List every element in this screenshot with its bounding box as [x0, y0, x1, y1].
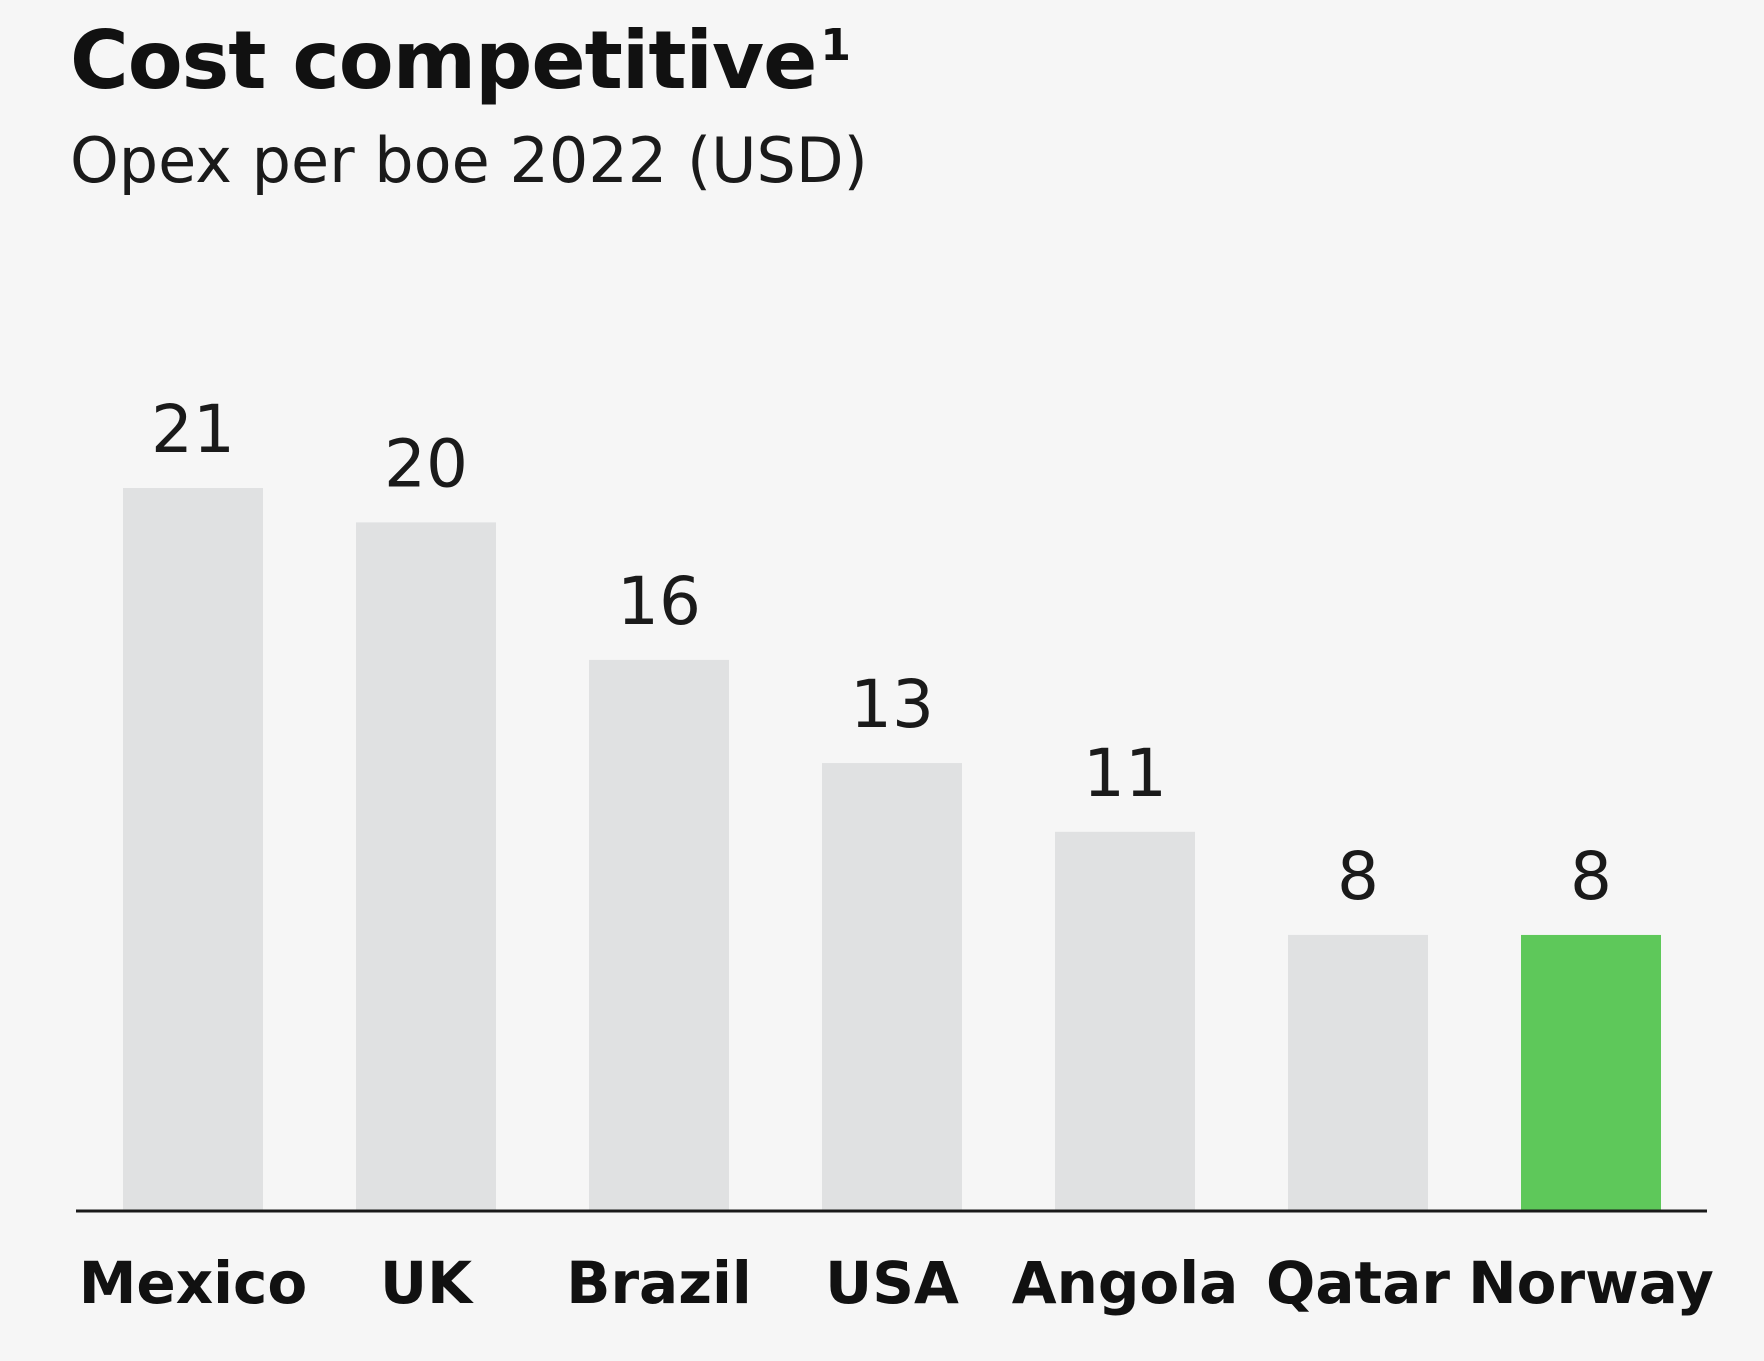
bar-mexico: [123, 488, 263, 1210]
bar-angola: [1055, 831, 1195, 1210]
value-label-norway: 8: [1570, 838, 1612, 915]
footnote-marker: 1: [820, 20, 851, 71]
bar-brazil: [589, 659, 729, 1210]
value-label-brazil: 16: [617, 563, 701, 640]
category-label-usa: USA: [825, 1249, 959, 1317]
category-label-uk: UK: [380, 1249, 474, 1317]
value-label-angola: 11: [1083, 735, 1167, 812]
bars-group: [123, 488, 1661, 1210]
bar-usa: [822, 763, 962, 1210]
value-label-mexico: 21: [151, 391, 235, 468]
value-label-qatar: 8: [1337, 838, 1379, 915]
chart-title: Cost competitive1: [70, 14, 851, 107]
category-label-angola: Angola: [1012, 1249, 1239, 1317]
value-labels-group: 21 20 16 13 11 8 8: [151, 391, 1612, 915]
bar-qatar: [1288, 934, 1428, 1210]
category-label-qatar: Qatar: [1266, 1249, 1450, 1317]
value-label-uk: 20: [384, 425, 468, 502]
chart-title-text: Cost competitive: [70, 14, 817, 107]
bar-norway: [1521, 934, 1661, 1210]
category-label-brazil: Brazil: [566, 1249, 751, 1317]
category-label-mexico: Mexico: [79, 1249, 308, 1317]
category-label-norway: Norway: [1468, 1249, 1714, 1317]
category-labels-group: Mexico UK Brazil USA Angola Qatar Norway: [79, 1249, 1714, 1317]
value-label-usa: 13: [850, 666, 934, 743]
chart-subtitle: Opex per boe 2022 (USD): [70, 124, 868, 197]
bar-uk: [356, 522, 496, 1210]
